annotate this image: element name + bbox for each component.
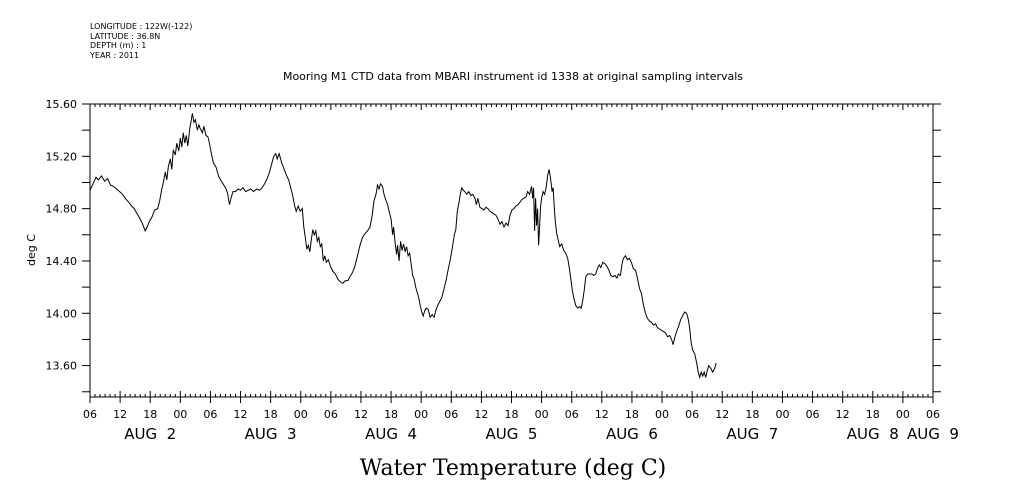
x-tick-label: 12 [715,408,729,421]
y-tick-labels: 13.60 14.00 14.40 14.80 15.20 15.60 [46,98,78,373]
x-tick-label: 06 [685,408,699,421]
x-tick-label: 18 [384,408,398,421]
series-line-water-temperature [89,113,717,380]
chart-title: Mooring M1 CTD data from MBARI instrumen… [283,70,743,83]
x-tick-label: 12 [474,408,488,421]
x-tick-label: 18 [625,408,639,421]
x-tick-label: 06 [565,408,579,421]
tick-marks [82,103,941,403]
x-tick-label: 00 [896,408,910,421]
x-tick-label: 06 [203,408,217,421]
x-tick-label: 18 [866,408,880,421]
y-axis-label: deg C [25,234,38,266]
day-label: AUG 3 [245,425,297,443]
latitude-label: LATITUDE : 36.8N [90,31,161,41]
x-tick-label: 12 [595,408,609,421]
x-tick-label: 12 [354,408,368,421]
y-tick-label: 14.40 [46,255,78,268]
day-label: AUG 5 [486,425,538,443]
x-tick-label: 00 [535,408,549,421]
y-tick-label: 14.80 [46,203,78,216]
x-tick-label: 12 [113,408,127,421]
x-tick-label: 18 [505,408,519,421]
day-label: AUG 7 [726,425,778,443]
x-tick-label: 00 [173,408,187,421]
day-labels: AUG 2 AUG 3 AUG 4 AUG 5 AUG 6 AUG 7 AUG 8 AUG 9 [124,425,959,443]
x-tick-label: 00 [655,408,669,421]
x-tick-label: 06 [83,408,97,421]
year-label: YEAR : 2011 [90,50,140,60]
x-tick-label: 00 [294,408,308,421]
x-tick-label: 00 [775,408,789,421]
day-label: AUG 2 [124,425,176,443]
day-label: AUG 6 [606,425,658,443]
y-tick-label: 15.20 [46,150,78,163]
y-tick-label: 14.00 [46,307,78,320]
day-label: AUG 4 [365,425,417,443]
x-axis-label: Water Temperature (deg C) [360,456,667,481]
x-tick-label: 06 [444,408,458,421]
x-tick-labels: 06 12 18 00 06 12 18 00 06 12 18 00 06 12 18 00 06 12 18 00… [83,408,940,421]
x-tick-label: 18 [745,408,759,421]
metadata-block: LONGITUDE : 122W(-122) LATITUDE : 36.8N … [90,22,192,60]
x-tick-label: 18 [143,408,157,421]
y-tick-label: 13.60 [46,360,78,373]
x-tick-label: 06 [926,408,940,421]
x-tick-label: 12 [836,408,850,421]
x-tick-label: 18 [264,408,278,421]
depth-label: DEPTH (m) : 1 [90,41,147,50]
day-label: AUG 8 [847,425,899,443]
x-tick-label: 06 [324,408,338,421]
x-tick-label: 12 [234,408,248,421]
plot-frame [89,103,934,398]
x-tick-label: 06 [806,408,820,421]
longitude-label: LONGITUDE : 122W(-122) [90,22,193,31]
y-tick-label: 15.60 [46,98,78,111]
day-label: AUG 9 [907,425,959,443]
x-tick-label: 00 [414,408,428,421]
